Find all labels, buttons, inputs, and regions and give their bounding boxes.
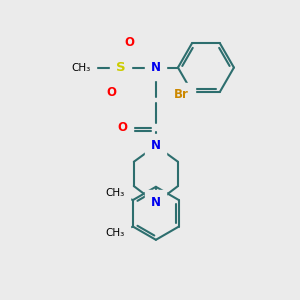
Text: S: S [116,61,125,74]
Text: N: N [151,139,161,152]
Text: CH₃: CH₃ [106,188,125,198]
Text: O: O [107,86,117,99]
Text: CH₃: CH₃ [71,63,90,73]
Text: N: N [151,61,161,74]
Text: CH₃: CH₃ [106,228,125,238]
Text: O: O [117,122,127,134]
Text: N: N [151,196,161,209]
Text: O: O [124,36,134,49]
Text: Br: Br [174,88,189,101]
